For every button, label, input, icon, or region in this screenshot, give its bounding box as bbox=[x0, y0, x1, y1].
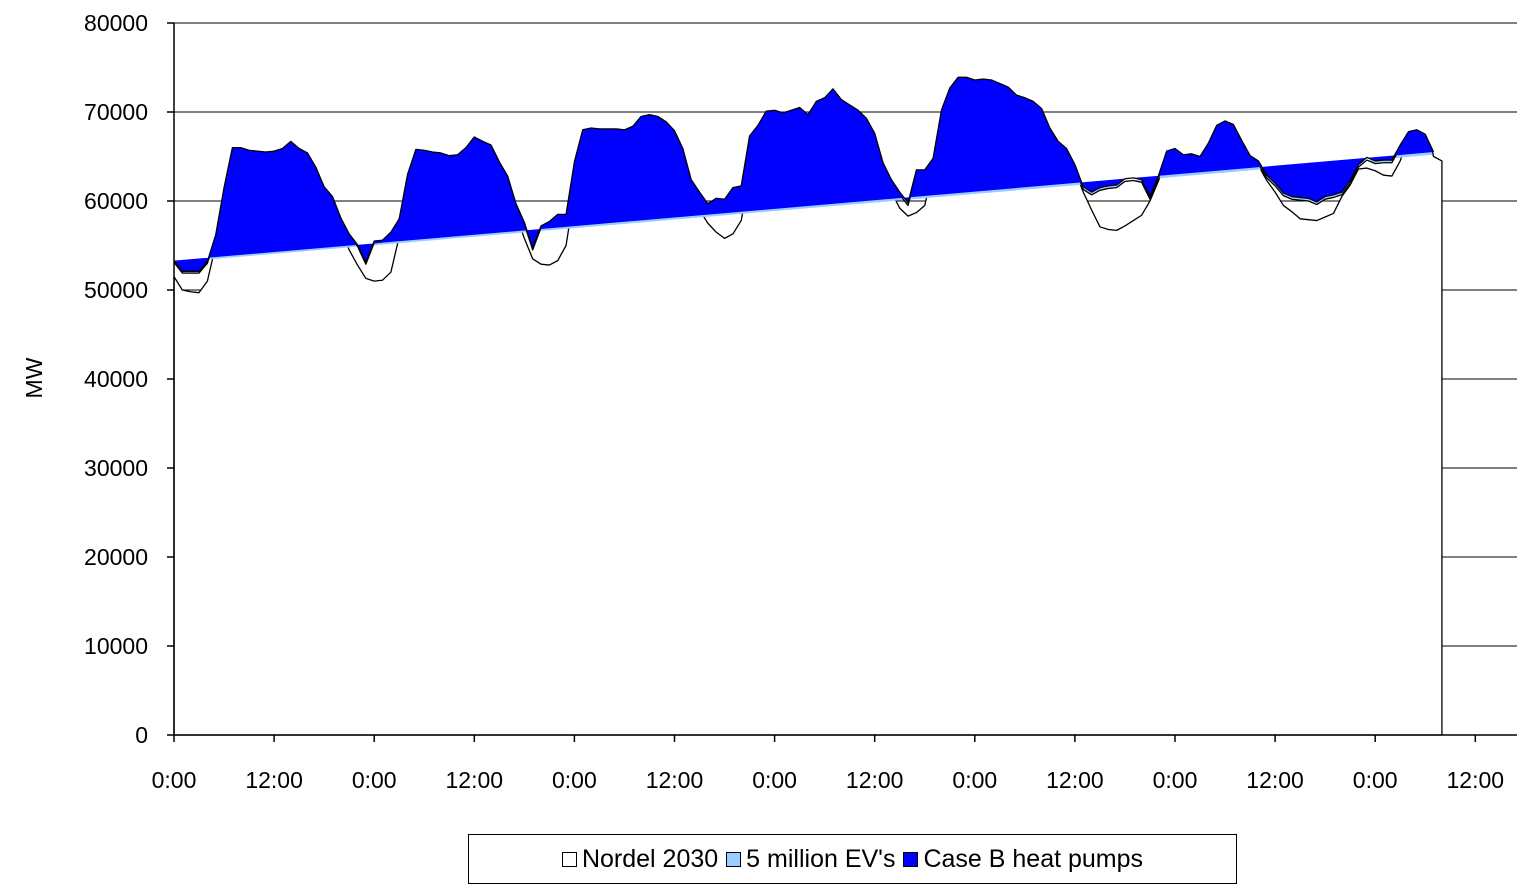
legend: Nordel 2030 5 million EV's Case B heat p… bbox=[468, 834, 1237, 884]
x-tick-label-10: 0:00 bbox=[1153, 767, 1198, 793]
legend-swatch-heat bbox=[903, 851, 919, 867]
y-tick-label-10000: 10000 bbox=[84, 633, 148, 659]
legend-swatch-nordel bbox=[561, 851, 577, 867]
legend-item-ev: 5 million EV's bbox=[726, 845, 895, 874]
y-tick-label-50000: 50000 bbox=[84, 277, 148, 303]
y-tick-label-60000: 60000 bbox=[84, 188, 148, 214]
x-tick-label-1: 12:00 bbox=[245, 767, 303, 793]
y-tick-labels: 0 10000 20000 30000 40000 50000 60000 70000 8000… bbox=[84, 10, 148, 748]
x-tick-label-5: 12:00 bbox=[646, 767, 704, 793]
y-tick-label-40000: 40000 bbox=[84, 366, 148, 392]
y-tick-label-20000: 20000 bbox=[84, 544, 148, 570]
legend-label-nordel: Nordel 2030 bbox=[581, 844, 719, 873]
y-tick-label-80000: 80000 bbox=[84, 10, 148, 36]
x-tick-label-12: 0:00 bbox=[1353, 767, 1398, 793]
x-tick-label-0: 0:00 bbox=[152, 767, 197, 793]
legend-label-ev: 5 million EV's bbox=[746, 844, 896, 873]
legend-label-heat: Case B heat pumps bbox=[923, 844, 1144, 873]
x-tick-label-2: 0:00 bbox=[352, 767, 397, 793]
x-tick-label-4: 0:00 bbox=[552, 767, 597, 793]
x-tick-label-8: 0:00 bbox=[952, 767, 997, 793]
legend-item-heat: Case B heat pumps bbox=[903, 845, 1143, 874]
x-tick-labels: 0:00 12:00 0:00 12:00 0:00 12:00 0:00 12:00 0:00… bbox=[152, 767, 1504, 793]
y-tick-label-30000: 30000 bbox=[84, 455, 148, 481]
x-tick-label-6: 0:00 bbox=[752, 767, 797, 793]
area-heat bbox=[173, 76, 1435, 272]
y-tick-label-70000: 70000 bbox=[84, 99, 148, 125]
y-axis-title: MW bbox=[21, 357, 47, 398]
x-tick-label-3: 12:00 bbox=[446, 767, 504, 793]
x-tick-label-13: 12:00 bbox=[1447, 767, 1505, 793]
load-chart: 0 10000 20000 30000 40000 50000 60000 70000 8000… bbox=[21, 10, 1517, 793]
y-tick-label-0: 0 bbox=[135, 722, 148, 748]
x-tick-label-11: 12:00 bbox=[1246, 767, 1304, 793]
stacked-areas bbox=[173, 76, 1443, 736]
axes bbox=[167, 22, 1517, 742]
legend-swatch-ev bbox=[726, 851, 742, 867]
legend-item-nordel: Nordel 2030 bbox=[561, 844, 719, 874]
x-tick-label-7: 12:00 bbox=[846, 767, 904, 793]
x-tick-label-9: 12:00 bbox=[1046, 767, 1104, 793]
